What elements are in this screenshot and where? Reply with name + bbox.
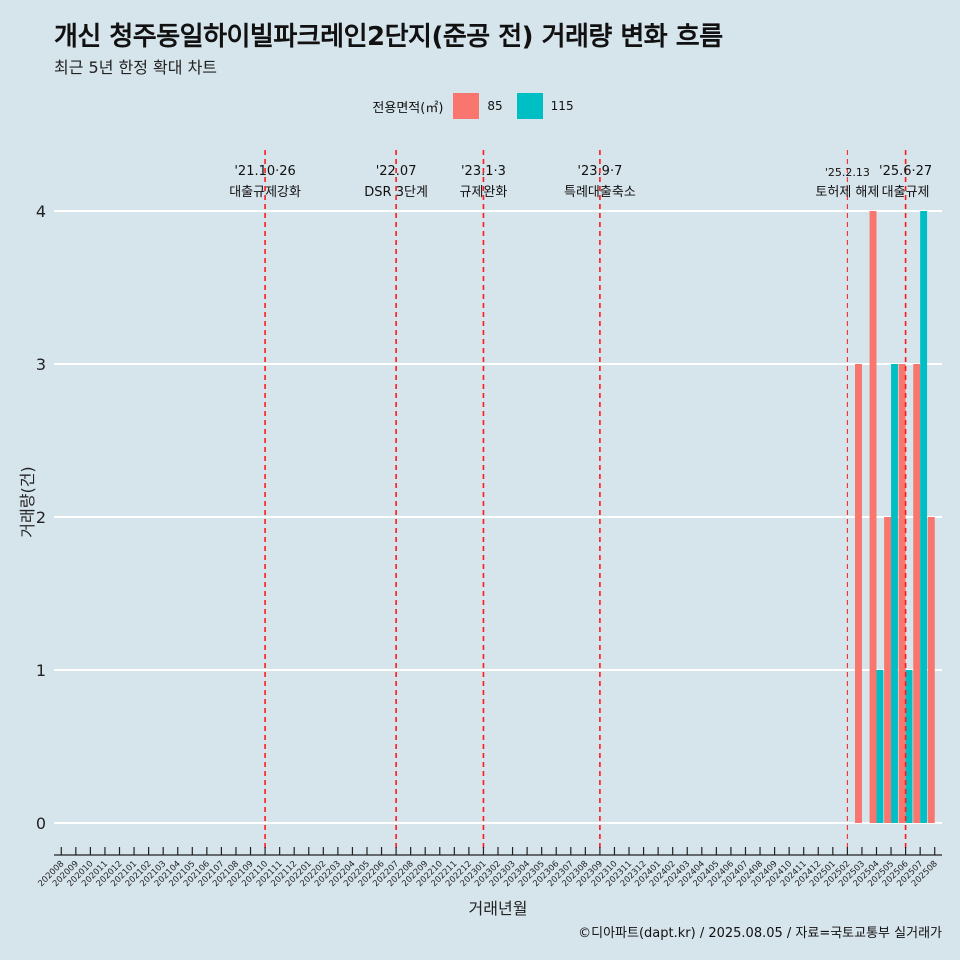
bars (855, 211, 935, 823)
y-tick-label-0: 0 (36, 814, 46, 833)
bar-85-202508 (927, 517, 935, 823)
x-axis: 2020082020092020102020112020122021012021… (36, 847, 942, 889)
bar-85-202506 (898, 364, 906, 823)
y-axis-ticks: 0 1 2 3 4 (36, 202, 46, 833)
event-annotations: '21.10·26 대출규제강화 '22.07 DSR 3단계 '23.1·3 규제완화 '… (229, 150, 932, 848)
event-label-202506: 대출규제 (882, 185, 930, 200)
grid-lines (54, 210, 942, 824)
chart-title: 개신 청주동일하이빌파크레인2단지(준공 전) 거래량 변화 흐름 (54, 22, 723, 52)
legend-label-115: 115 (550, 99, 574, 113)
event-date-202502: '25.2.13 (825, 166, 870, 179)
event-label-202301: 규제완화 (460, 185, 508, 200)
bar-115-202505 (891, 364, 898, 823)
source-caption: ©디아파트(dapt.kr) / 2025.08.05 / 자료=국토교통부 실… (578, 926, 942, 941)
event-date-202301: '23.1·3 (461, 164, 506, 179)
y-tick-label-3: 3 (36, 355, 46, 374)
bar-85-202505 (884, 517, 892, 823)
event-label-202110: 대출규제강화 (229, 185, 301, 200)
y-axis-label: 거래량(건) (18, 466, 37, 537)
legend-title: 전용면적(㎡) (372, 100, 444, 116)
legend-key-85 (453, 93, 480, 119)
legend: 전용면적(㎡) 85 115 (0, 93, 960, 119)
bar-85-202504 (869, 211, 877, 823)
legend-label-85: 85 (487, 99, 503, 113)
x-axis-label: 거래년월 (469, 899, 528, 918)
y-tick-label-2: 2 (36, 508, 46, 527)
legend-key-115 (516, 93, 543, 119)
bar-115-202506 (905, 670, 913, 823)
event-date-202207: '22.07 (376, 164, 417, 179)
bar-85-202507 (913, 364, 921, 823)
event-date-202309: '23.9·7 (577, 164, 622, 179)
event-date-202110: '21.10·26 (234, 164, 295, 179)
bar-115-202507 (920, 211, 928, 823)
event-label-202207: DSR 3단계 (364, 185, 428, 200)
bar-85-202503 (855, 364, 862, 823)
event-date-202506: '25.6·27 (879, 164, 932, 179)
y-tick-label-1: 1 (36, 661, 46, 680)
y-tick-label-4: 4 (36, 202, 46, 221)
event-label-202309: 특례대출축소 (564, 185, 636, 200)
bar-115-202504 (876, 670, 884, 823)
chart-subtitle: 최근 5년 한정 확대 차트 (54, 58, 218, 77)
event-label-202502: 토허제 해제 (815, 185, 879, 200)
